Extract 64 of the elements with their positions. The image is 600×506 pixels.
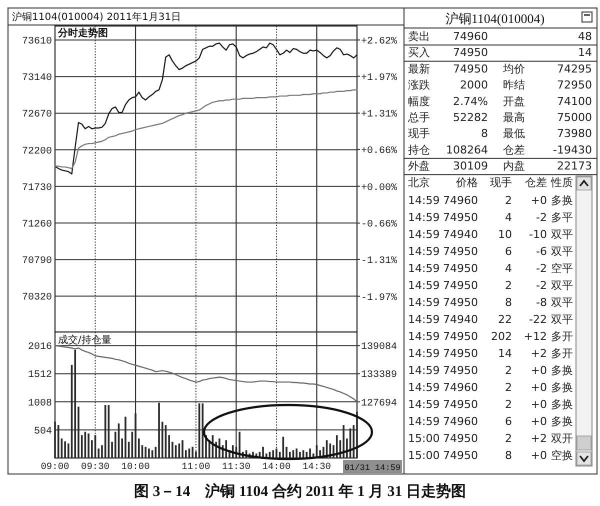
y2-tick-label: 127694 bbox=[361, 398, 398, 410]
text: 外盘 30109 内盘 22173 bbox=[408, 160, 592, 173]
text: 14:59 74950 8 -8 双平 bbox=[408, 296, 573, 309]
line-series bbox=[54, 344, 358, 402]
text: 14:59 74950 2 -2 双平 bbox=[408, 279, 573, 292]
text: 14:59 74960 2 +0 多换 bbox=[408, 194, 573, 207]
text: 14:59 74950 4 -2 多平 bbox=[408, 211, 573, 224]
text: 持仓 108264 仓差 -19430 bbox=[408, 143, 592, 156]
y2-tick-label: -0.66% bbox=[361, 220, 398, 231]
y2-tick-label: -1.97% bbox=[361, 292, 398, 304]
text: 14:59 74950 2 +0 多换 bbox=[408, 398, 573, 411]
y-tick-label: 504 bbox=[34, 426, 52, 438]
y2-tick-label: +1.31% bbox=[361, 110, 398, 121]
x-tick-label: 11:30 bbox=[222, 461, 251, 472]
y-tick-label: 1512 bbox=[28, 370, 52, 382]
x-tick-label: 11:00 bbox=[182, 461, 210, 472]
text: 15:00 74950 8 +0 空换 bbox=[408, 449, 573, 462]
y2-tick-label: +0.00% bbox=[361, 182, 398, 194]
x-tick-label: 10:00 bbox=[121, 461, 150, 472]
text: 沪铜1104(010004) bbox=[445, 11, 545, 26]
chart-title: 沪铜1104(010004) 2011年1月31日 bbox=[12, 11, 182, 23]
text: 14:59 74940 10 -10 双平 bbox=[408, 228, 573, 241]
text: 北京 价格 现手 仓差 性质 bbox=[408, 176, 573, 189]
chart-subtitle: 分时走势图 bbox=[57, 27, 108, 39]
text: 总手 52282 最高 75000 bbox=[408, 111, 592, 124]
y-tick-label: 71730 bbox=[22, 182, 52, 194]
y-tick-label: 70790 bbox=[22, 256, 52, 268]
y-tick-label: 70320 bbox=[22, 292, 52, 304]
text: 买入 74950 14 bbox=[408, 46, 592, 60]
y2-tick-label: +1.97% bbox=[361, 72, 398, 84]
chart-title: 成交/持仓量 bbox=[58, 334, 112, 346]
text: 幅度 2.74% 开盘 74100 bbox=[408, 94, 592, 108]
y-tick-label: 1008 bbox=[28, 398, 52, 410]
text: 14:59 74960 2 +0 多换 bbox=[408, 381, 573, 394]
y-tick-label: 72670 bbox=[22, 110, 52, 121]
y2-tick-label: -1.31% bbox=[361, 256, 398, 267]
text: 最新 74950 均价 74295 bbox=[408, 62, 592, 76]
y2-tick-label: +0.66% bbox=[361, 146, 398, 157]
text: 14:59 74950 202 +12 多开 bbox=[408, 330, 573, 343]
text: 14:59 74950 2 +0 多换 bbox=[408, 364, 573, 377]
y2-tick-label: +2.62% bbox=[361, 36, 398, 48]
y-tick-label: 73610 bbox=[22, 36, 52, 48]
text: 15:00 74950 2 +2 双开 bbox=[408, 432, 573, 445]
y2-tick-label: 133389 bbox=[361, 370, 398, 382]
x-tick-label: 14:30 bbox=[302, 461, 332, 472]
text: 现手 8 最低 73980 bbox=[408, 127, 592, 140]
x-tick-label: 09:00 bbox=[40, 461, 70, 472]
text: 14:59 74960 6 +0 多换 bbox=[408, 415, 573, 428]
text: 14:59 74950 6 -6 双平 bbox=[408, 245, 573, 258]
x-tick-label: 14:00 bbox=[262, 461, 292, 472]
y2-tick-label: 139084 bbox=[361, 342, 398, 354]
text: 14:59 74940 22 -22 双平 bbox=[408, 313, 573, 326]
text: 涨跌 2000 昨结 72950 bbox=[408, 78, 592, 92]
y-tick-label: 72200 bbox=[22, 146, 52, 158]
text: 卖出 74960 48 bbox=[408, 30, 592, 43]
caption: 图 3－14 沪铜 1104 合约 2011 年 1 月 31 日走势图 bbox=[134, 482, 466, 500]
text: 14:59 74950 14 +2 多开 bbox=[408, 347, 573, 360]
line-series bbox=[54, 89, 358, 170]
text: 01/31 14:59 bbox=[344, 462, 401, 473]
y-tick-label: 71260 bbox=[22, 219, 52, 230]
text: 14:59 74950 4 -2 空平 bbox=[408, 262, 573, 275]
x-tick-label: 09:30 bbox=[81, 461, 110, 472]
y-tick-label: 73140 bbox=[22, 73, 52, 84]
y-tick-label: 2016 bbox=[28, 342, 52, 354]
